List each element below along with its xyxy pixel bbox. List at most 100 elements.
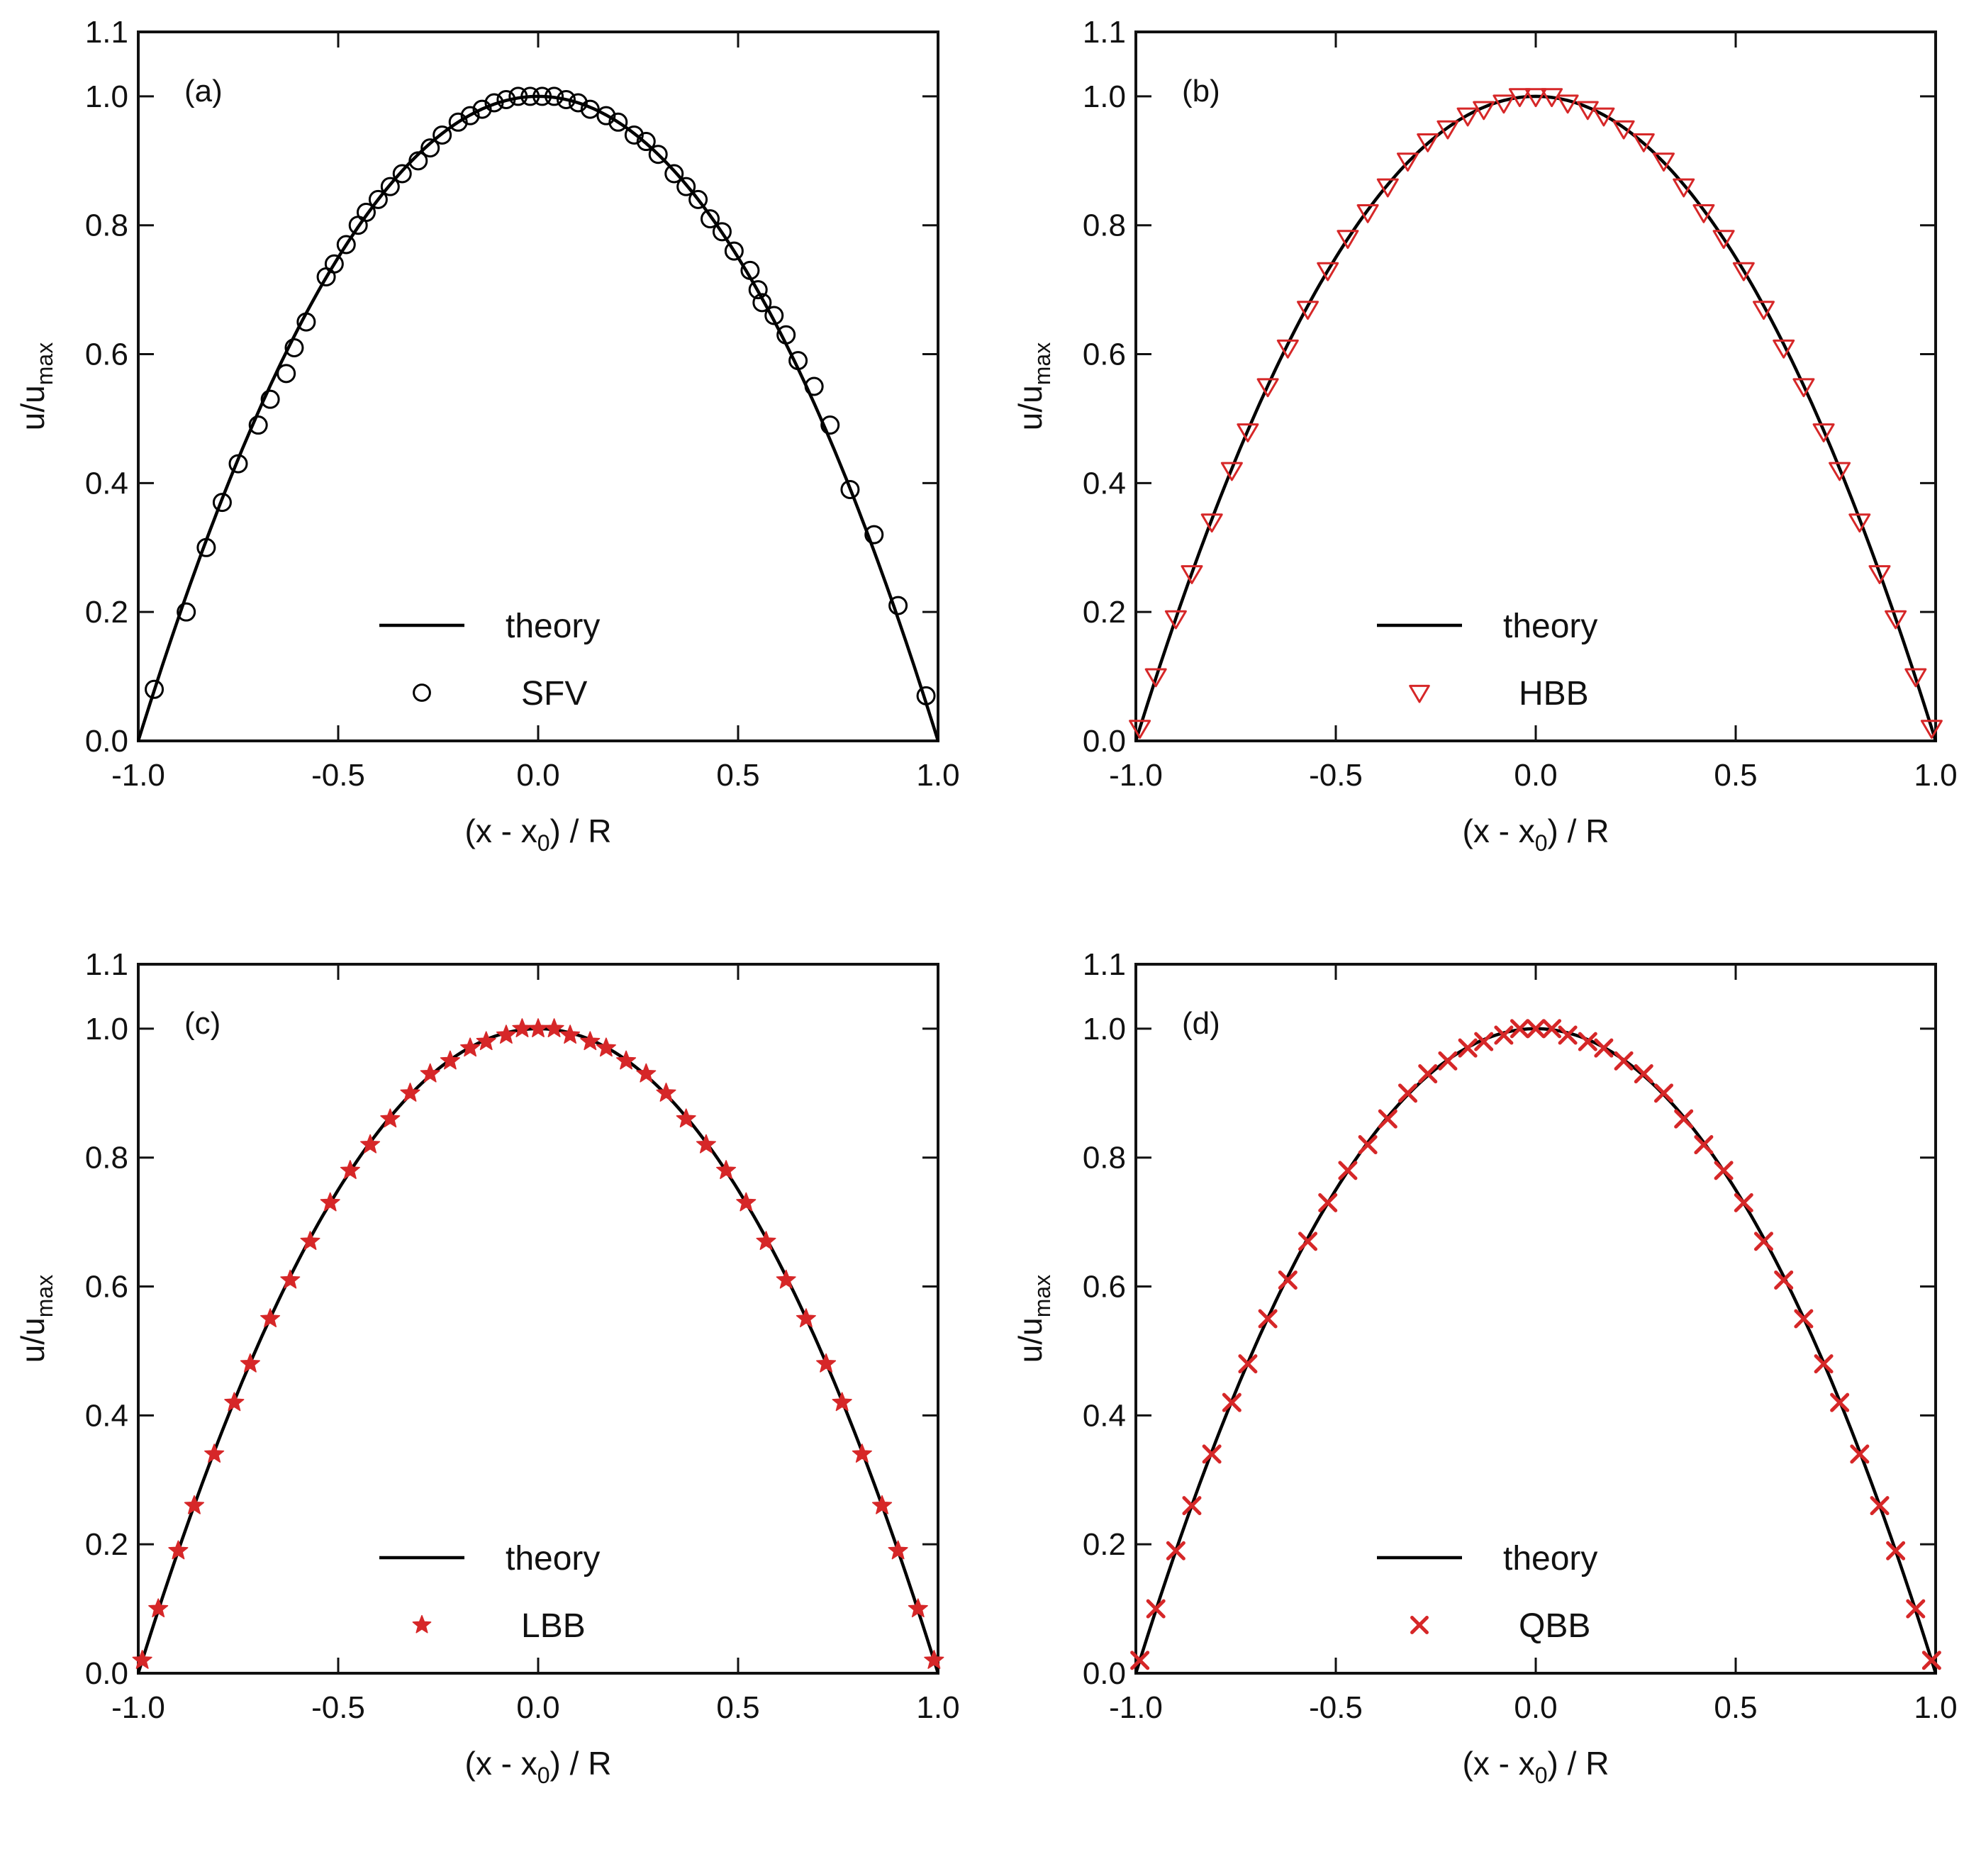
data-point bbox=[1576, 101, 1599, 121]
data-point bbox=[1436, 120, 1459, 140]
panel-label: (d) bbox=[1182, 1006, 1220, 1041]
data-point bbox=[1166, 1541, 1185, 1560]
data-point bbox=[408, 151, 428, 171]
data-point bbox=[340, 1160, 360, 1179]
data-point bbox=[1792, 378, 1815, 398]
data-point bbox=[1492, 94, 1515, 114]
data-point bbox=[145, 679, 164, 699]
data-point bbox=[1692, 204, 1715, 223]
data-point bbox=[1558, 1025, 1578, 1045]
y-axis-title: u/umax bbox=[1012, 1275, 1055, 1363]
data-point bbox=[1812, 423, 1835, 442]
data-point bbox=[804, 376, 824, 396]
data-point bbox=[701, 209, 720, 229]
data-point bbox=[580, 1031, 601, 1051]
y-tick-label: 1.0 bbox=[1083, 1012, 1126, 1046]
data-point bbox=[1773, 339, 1795, 359]
x-tick-label: 1.0 bbox=[1914, 758, 1957, 793]
data-point bbox=[1318, 1193, 1338, 1212]
data-point bbox=[1130, 1651, 1150, 1670]
data-point bbox=[240, 1353, 260, 1373]
legend-label-marker: SFV bbox=[521, 675, 587, 713]
data-point bbox=[916, 686, 936, 705]
panel-d: -1.0 -0.5 0.0 0.5 1.0 0.0 0.2 0.4 0.6 0.8 1.0 1.1 (d… bbox=[1012, 947, 1958, 1788]
data-point bbox=[740, 260, 760, 280]
data-point bbox=[1337, 230, 1359, 250]
data-point bbox=[528, 1018, 549, 1037]
data-point bbox=[688, 189, 708, 209]
data-point bbox=[888, 596, 908, 615]
data-point bbox=[1146, 1599, 1166, 1619]
data-point bbox=[596, 106, 616, 125]
y-tick-label: 0.6 bbox=[1083, 1270, 1126, 1305]
x-axis-title: (x - x0) / R bbox=[465, 1745, 612, 1788]
data-point bbox=[1338, 1161, 1358, 1180]
data-point bbox=[1829, 462, 1851, 481]
data-point bbox=[1473, 101, 1495, 121]
data-point bbox=[1356, 204, 1379, 223]
data-point bbox=[1614, 1051, 1634, 1071]
data-point bbox=[472, 99, 492, 119]
y-axis-title: u/umax bbox=[14, 342, 57, 430]
data-point bbox=[460, 106, 480, 125]
data-point bbox=[656, 1083, 676, 1102]
panel-label: (c) bbox=[184, 1006, 221, 1041]
data-point bbox=[568, 93, 588, 113]
y-tick-label: 0.2 bbox=[85, 1527, 128, 1562]
x-tick-label: -0.5 bbox=[311, 758, 365, 793]
data-point bbox=[888, 1540, 908, 1560]
data-point bbox=[608, 112, 628, 132]
data-point bbox=[392, 164, 412, 184]
y-tick-label: 0.6 bbox=[85, 337, 128, 372]
data-point bbox=[716, 1160, 737, 1179]
panel-c: -1.0 -0.5 0.0 0.5 1.0 0.0 0.2 0.4 0.6 0.8 1.0 1.1 (c… bbox=[14, 947, 960, 1788]
data-point bbox=[636, 1063, 657, 1083]
data-point bbox=[460, 1037, 481, 1057]
x-tick-label: 0.5 bbox=[716, 1690, 759, 1725]
data-point bbox=[871, 1495, 893, 1514]
data-point bbox=[596, 1037, 616, 1057]
data-point bbox=[1848, 513, 1871, 533]
data-point bbox=[1673, 178, 1695, 198]
data-point bbox=[1774, 1270, 1794, 1290]
y-tick-label: 0.4 bbox=[1083, 466, 1126, 501]
y-tick-label: 1.1 bbox=[85, 15, 128, 50]
x-tick-label: -0.5 bbox=[311, 1690, 365, 1725]
data-point bbox=[1734, 1193, 1753, 1212]
data-point bbox=[260, 1308, 281, 1328]
data-point bbox=[636, 132, 656, 152]
data-point bbox=[776, 325, 796, 345]
data-point bbox=[228, 454, 248, 474]
data-point bbox=[300, 1231, 320, 1250]
data-point bbox=[204, 1444, 225, 1463]
data-point bbox=[1653, 152, 1675, 172]
data-point bbox=[1358, 1135, 1378, 1155]
data-point bbox=[1456, 107, 1479, 127]
legend-marker-swatch bbox=[412, 1614, 432, 1634]
panel-label: (b) bbox=[1182, 74, 1220, 108]
y-tick-label: 0.0 bbox=[1083, 1656, 1126, 1691]
data-point bbox=[280, 1269, 301, 1289]
panel-label: (a) bbox=[184, 74, 223, 108]
data-point bbox=[545, 86, 564, 106]
data-point bbox=[1202, 1444, 1222, 1464]
data-point bbox=[508, 86, 528, 106]
legend-label-theory: theory bbox=[506, 1540, 600, 1578]
legend-label-marker: QBB bbox=[1519, 1607, 1590, 1645]
y-axis-title: u/umax bbox=[14, 1275, 57, 1363]
x-tick-label: 0.0 bbox=[1514, 758, 1557, 793]
data-point bbox=[1398, 1083, 1418, 1103]
panel-b: -1.0 -0.5 0.0 0.5 1.0 0.0 0.2 0.4 0.6 0.8 1.0 1.1 (b… bbox=[1012, 15, 1958, 856]
y-tick-label: 0.0 bbox=[1083, 724, 1126, 759]
data-point bbox=[1578, 1032, 1597, 1051]
y-tick-label: 0.0 bbox=[85, 724, 128, 759]
y-tick-label: 0.4 bbox=[1083, 1398, 1126, 1433]
data-point bbox=[1906, 1599, 1926, 1619]
x-tick-label: 1.0 bbox=[916, 758, 959, 793]
data-point bbox=[1220, 462, 1243, 481]
y-tick-label: 0.8 bbox=[85, 208, 128, 243]
data-point bbox=[1238, 1354, 1258, 1374]
data-point bbox=[788, 351, 808, 371]
data-point bbox=[1712, 230, 1735, 250]
data-point bbox=[1850, 1444, 1870, 1464]
